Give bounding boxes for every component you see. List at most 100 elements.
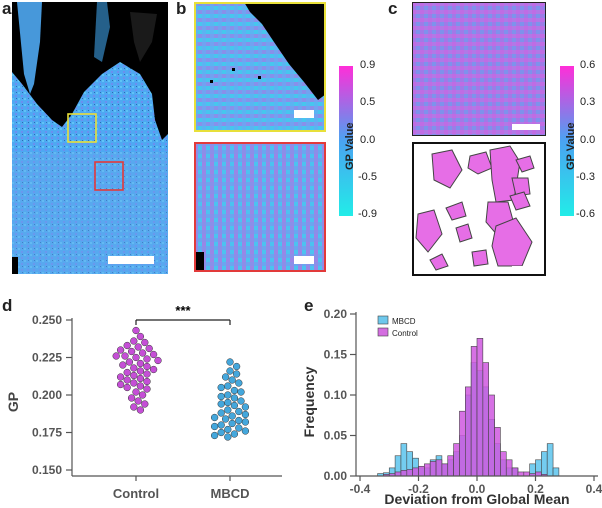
colorbar-b-tick: 0.0 [360,134,376,146]
mbcd-data-point [230,401,239,410]
y-tick-label: 0.200 [32,388,62,402]
colorbar-c-tick: 0.0 [580,134,596,146]
colorbar-b [339,66,353,216]
mbcd-data-point [221,415,230,423]
control-data-point [121,352,129,360]
tissue-overview-image [12,2,168,274]
y-axis-label-frequency: Frequency [301,366,317,437]
y-tick-label: 0.10 [324,388,348,402]
colorbar-b-tick: -0.9 [358,208,377,220]
colorbar-b-tick: -0.5 [358,171,377,183]
colorbar-c-tick: 0.3 [580,96,596,108]
mbcd-data-point [226,367,234,375]
inset-image-yellow [194,2,326,132]
colorbar-b-tick: 0.9 [360,59,376,71]
control-data-point [136,374,145,383]
mbcd-data-point [221,373,230,381]
control-histogram-bar [435,459,443,477]
legend-swatch-mbcd [377,315,389,325]
control-data-point [127,347,136,356]
mbcd-data-point [241,410,250,419]
control-data-point [123,341,131,350]
control-data-point [127,394,136,402]
control-data-point [132,388,140,396]
panel-label-a: a [2,0,12,18]
deviation-histogram: 0.20 0.15 0.10 0.05 0.00 -0.4 -0.2 0.0 0.2 0.4 M… [301,307,602,507]
mbcd-histogram-bar [541,451,548,477]
gp-swarm-plot: 0.250 0.225 0.200 0.175 0.150 Control MBCD **… [5,303,282,501]
control-histogram-bar [459,410,466,477]
x-tick-label: -0.4 [350,482,371,496]
control-data-point [136,382,145,390]
control-histogram-bar [535,471,542,477]
colorbar-b-tick: 0.5 [360,96,376,108]
y-tick-label: 0.05 [324,429,348,443]
control-histogram-bar [406,469,413,477]
mbcd-data-point [241,418,250,426]
control-histogram-bar [511,467,519,477]
control-histogram-bar [488,394,495,477]
y-tick-label: 0.00 [324,469,348,483]
control-data-point [130,403,138,411]
mbcd-data-point [224,391,232,399]
control-data-point [136,359,145,368]
mbcd-data-point [235,407,243,416]
mbcd-data-point [232,362,241,371]
control-histogram-bar [441,463,449,477]
control-data-point [132,353,140,362]
control-data-point [154,356,162,365]
mbcd-data-point [217,421,225,429]
scale-bar [108,256,154,264]
control-data-point [149,350,158,359]
control-data-point [123,376,131,384]
control-histogram-bar [517,471,525,477]
colorbar-c-tick: -0.6 [576,208,595,220]
mbcd-data-point [237,388,245,396]
mbcd-data-point [224,406,232,414]
y-tick-label: 0.15 [324,348,348,362]
mbcd-data-point [230,386,239,395]
mbcd-data-point [241,427,250,435]
panel-label-d: d [2,296,13,315]
control-histogram-bar [424,463,431,477]
control-data-point [130,379,138,387]
control-data-point [143,355,151,363]
control-histogram-bar [476,337,484,477]
colorbar-c [560,66,574,216]
x-tick-label: -0.2 [408,482,429,496]
y-tick-label: 0.250 [32,313,62,327]
x-tick-label: Control [113,486,159,501]
significance-label: *** [175,303,191,318]
y-tick-label: 0.20 [324,307,348,321]
control-data-point [138,349,147,357]
mbcd-data-point [217,383,225,392]
mbcd-data-point [228,412,236,420]
panel-label-e: e [304,296,314,315]
control-histogram-bar [523,471,530,477]
legend-swatch-control [377,327,389,337]
mbcd-data-point [232,370,241,378]
legend-label-control: Control [392,329,418,338]
y-axis-label-gp: GP [5,392,21,412]
control-data-point [116,373,125,381]
control-histogram-bar [412,467,419,477]
mbcd-data-point [224,425,232,434]
control-data-point [112,352,120,360]
control-data-point [116,380,125,389]
mbcd-data-point [217,409,225,417]
x-axis-label-deviation: Deviation from Global Mean [384,491,569,507]
control-histogram-bar [470,346,478,477]
mbcd-data-point [235,424,243,432]
mbcd-data-point [230,394,239,402]
colorbar-c-tick: -0.3 [576,171,595,183]
colorbar-b-title: GP Value [344,122,356,171]
control-data-point [132,326,140,335]
control-data-point [134,343,142,351]
control-data-point [123,383,131,392]
control-data-point [130,364,138,372]
x-tick-label: 0.0 [469,482,486,496]
x-tick-label: 0.4 [586,482,602,496]
control-data-point [143,377,151,386]
control-data-point [136,367,145,375]
control-data-point [141,338,149,347]
